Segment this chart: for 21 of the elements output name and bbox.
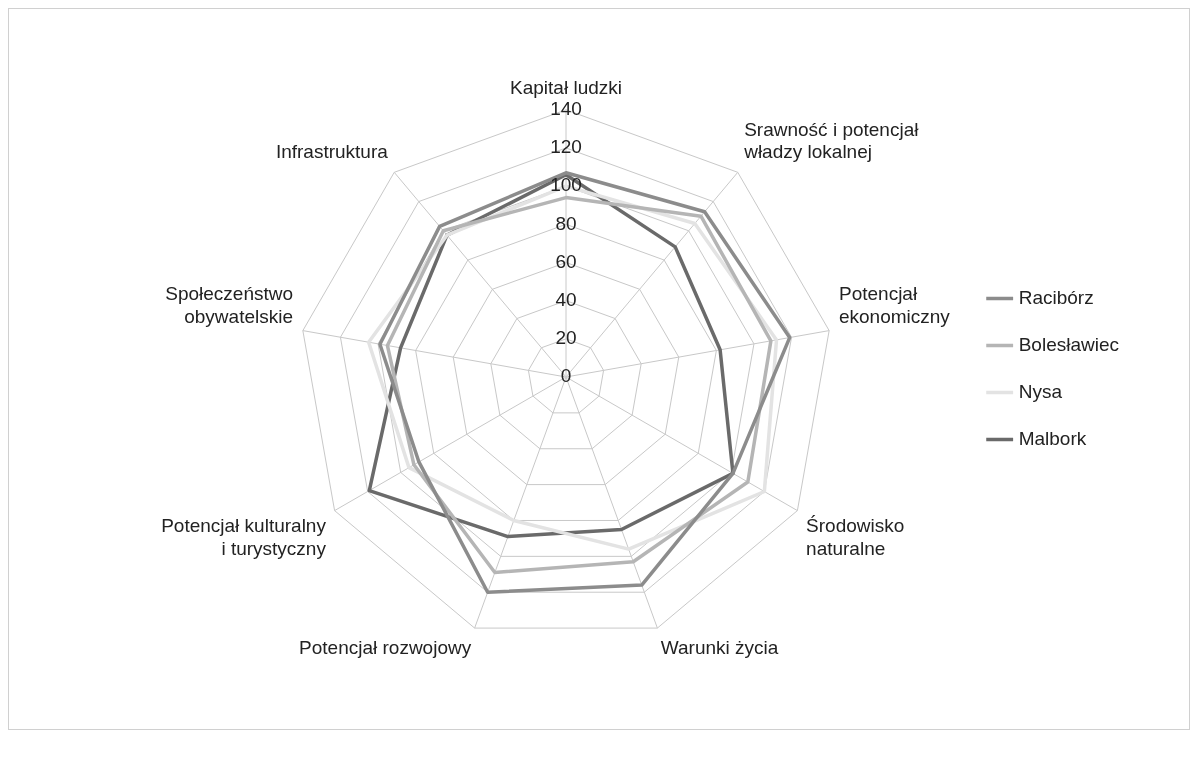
legend-label: Racibórz	[1018, 286, 1094, 308]
y-tick-label: 100	[550, 174, 582, 196]
spoke-label: Społeczeństwo obywatelskie	[165, 282, 294, 327]
y-tick-label: 120	[550, 136, 582, 158]
spoke-label: Infrastruktura	[275, 141, 389, 163]
spoke-label: Potencjał rozwojowy	[299, 637, 472, 659]
spoke-label: Srawność i potencjał władzy lokalnej	[743, 118, 920, 163]
y-tick-label: 20	[555, 327, 577, 349]
y-tick-label: 0	[560, 365, 572, 387]
spoke-label: Warunki życia	[660, 637, 779, 659]
legend-label: Bolesławiec	[1018, 333, 1119, 355]
spoke-label: Kapitał ludzki	[510, 76, 622, 98]
legend-label: Malbork	[1018, 427, 1087, 449]
spoke-label: Potencjał ekonomiczny	[838, 282, 951, 327]
spoke-label: Środowisko naturalne	[806, 515, 905, 560]
y-tick-label: 80	[555, 212, 577, 234]
spoke-label: Potencjał kulturalny i turystyczny	[161, 515, 327, 560]
y-tick-label: 60	[555, 250, 577, 272]
legend-label: Nysa	[1018, 380, 1063, 402]
y-tick-label: 40	[555, 288, 577, 310]
y-tick-label: 140	[550, 98, 582, 120]
